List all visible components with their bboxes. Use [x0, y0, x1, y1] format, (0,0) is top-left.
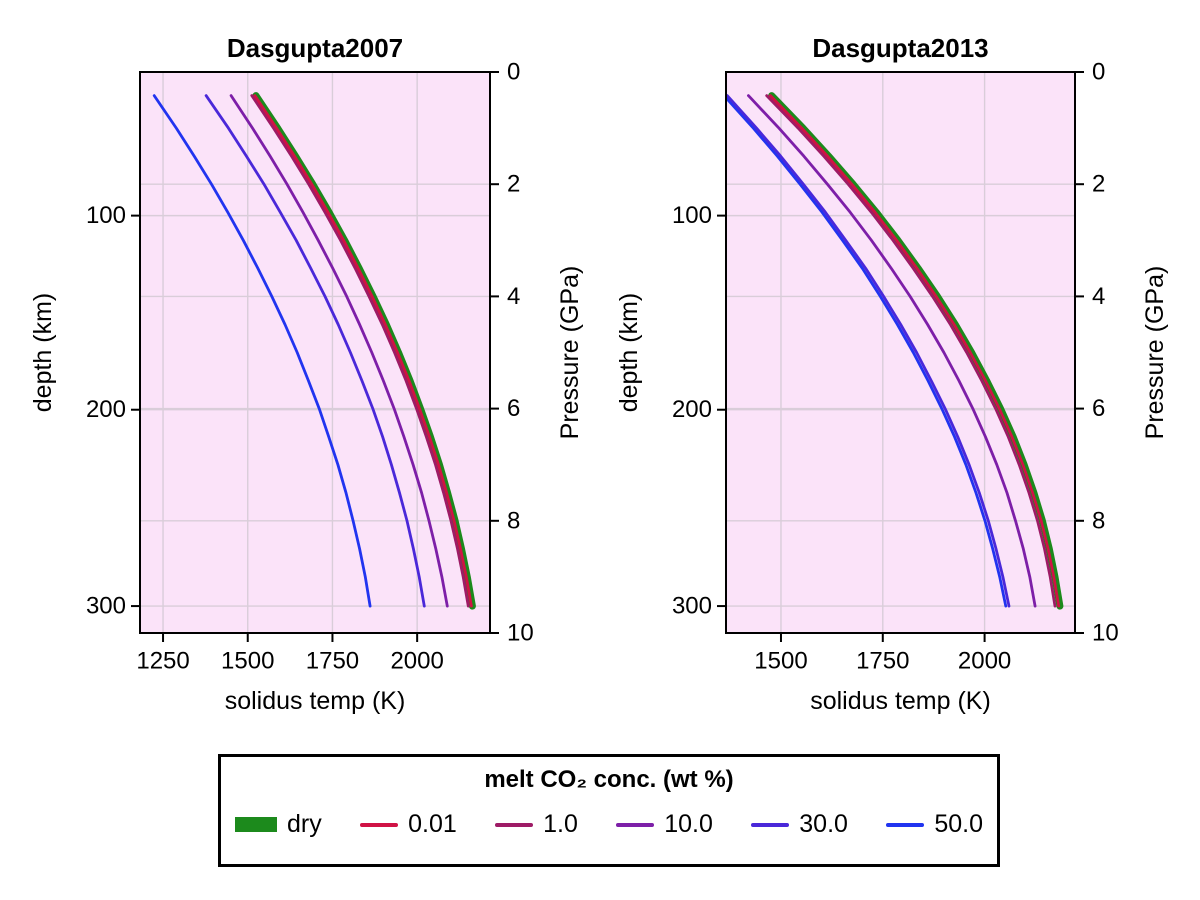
- x-tick-label: 2000: [390, 648, 443, 675]
- pressure-tick-label: 8: [507, 507, 520, 534]
- depth-axis-label: depth (km): [29, 293, 57, 412]
- legend-entry-50_0: 50.0: [886, 810, 983, 839]
- pressure-tick-label: 2: [507, 171, 520, 198]
- plot-background: [140, 72, 490, 633]
- x-axis-label: solidus temp (K): [810, 687, 991, 715]
- pressure-tick-label: 6: [507, 395, 520, 422]
- series-line-1.0: [250, 94, 470, 608]
- depth-tick-label: 300: [86, 593, 126, 620]
- axes-box: [139, 71, 491, 634]
- x-tick-label: 1750: [306, 648, 359, 675]
- pressure-axis-label: Pressure (GPa): [556, 266, 584, 440]
- legend-entry-dry: dry: [235, 810, 322, 839]
- series-line-1.0: [765, 94, 1057, 608]
- legend-swatch-dry: [235, 817, 277, 832]
- solidus-plots: 1250 1500 1750 20001002003000246810Dasgupta…: [29, 33, 1169, 715]
- series-curves: [152, 92, 476, 610]
- legend-label: 1.0: [543, 810, 578, 838]
- panel-dasgupta2013: 1500 1750 2000 100 200 300 0 2 4 6 8 10 Dasgupta2013…: [615, 33, 1169, 715]
- series-line-0.01: [253, 94, 473, 608]
- tick-labels: 1500 1750 2000 100 200 300 0 2 4 6 8 10: [672, 59, 1119, 675]
- legend: melt CO₂ conc. (wt %) dry 0.01 1.0 10.0 30.0…: [218, 754, 1000, 867]
- series-curves: [726, 92, 1064, 610]
- legend-label: dry: [287, 810, 322, 838]
- depth-tick-label: 200: [86, 396, 126, 423]
- legend-entries: dry 0.01 1.0 10.0 30.0 50.0: [221, 810, 997, 839]
- series-line-10.0: [229, 94, 449, 608]
- tick-labels: 1250 1500 1750 2000 100 200 300 0 2 4 6 8 10: [86, 59, 534, 675]
- series-line-30.0: [726, 94, 1011, 608]
- legend-entry-0_01: 0.01: [360, 810, 457, 839]
- series-line-50.0: [726, 95, 1008, 608]
- depth-tick-label: 100: [672, 202, 712, 229]
- legend-entry-1_0: 1.0: [495, 810, 578, 839]
- series-line-10.0: [747, 94, 1037, 608]
- x-tick-label: 1750: [856, 648, 909, 675]
- depth-tick-label: 300: [672, 593, 712, 620]
- depth-tick-label: 100: [86, 202, 126, 229]
- legend-entry-10_0: 10.0: [616, 810, 713, 839]
- legend-swatch-1_0: [495, 822, 534, 827]
- panel-title: Dasgupta2013: [812, 33, 988, 63]
- pressure-tick-label: 4: [507, 283, 520, 310]
- legend-label: 0.01: [408, 810, 457, 838]
- pressure-tick-label: 0: [507, 59, 520, 86]
- pressure-tick-label: 10: [507, 620, 534, 647]
- pressure-tick-label: 6: [1092, 395, 1105, 422]
- series-line-50.0: [152, 94, 372, 608]
- tick-marks: [717, 71, 1084, 642]
- x-tick-label: 1500: [754, 648, 807, 675]
- pressure-tick-label: 2: [1092, 171, 1105, 198]
- panel-dasgupta2007: 1250 1500 1750 2000 100 200 300 0 2 4 6 8 10 Dasgupta…: [29, 33, 584, 715]
- gridlines: [726, 72, 1075, 633]
- pressure-tick-label: 0: [1092, 59, 1105, 86]
- legend-label: 50.0: [934, 810, 983, 838]
- panel-title: Dasgupta2007: [227, 33, 403, 63]
- pressure-tick-label: 8: [1092, 507, 1105, 534]
- x-tick-label: 1250: [136, 648, 189, 675]
- x-tick-label: 2000: [958, 648, 1011, 675]
- series-line-0.01: [769, 94, 1061, 608]
- legend-swatch-50_0: [886, 822, 925, 827]
- x-tick-label: 1500: [221, 648, 274, 675]
- legend-swatch-0_01: [360, 822, 399, 827]
- pressure-axis-label: Pressure (GPa): [1141, 266, 1169, 440]
- depth-tick-label: 200: [672, 396, 712, 423]
- pressure-tick-label: 10: [1092, 620, 1119, 647]
- legend-swatch-30_0: [751, 822, 790, 827]
- depth-axis-label: depth (km): [615, 293, 643, 412]
- pressure-tick-label: 4: [1092, 283, 1105, 310]
- legend-swatch-10_0: [616, 822, 655, 827]
- legend-label: 10.0: [664, 810, 713, 838]
- legend-title: melt CO₂ conc. (wt %): [484, 766, 734, 793]
- series-line-30.0: [204, 94, 426, 608]
- legend-label: 30.0: [799, 810, 848, 838]
- legend-entry-30_0: 30.0: [751, 810, 848, 839]
- axes-box: [725, 71, 1076, 634]
- tick-marks: [131, 71, 499, 642]
- x-axis-label: solidus temp (K): [225, 687, 406, 715]
